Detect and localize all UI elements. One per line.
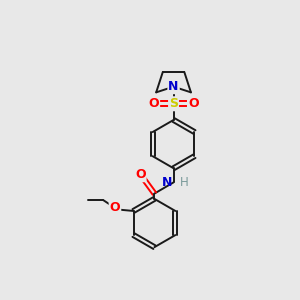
Text: O: O: [110, 201, 120, 214]
Text: O: O: [188, 97, 199, 110]
Text: N: N: [168, 80, 179, 93]
Text: S: S: [169, 97, 178, 110]
Text: H: H: [180, 176, 189, 189]
Text: N: N: [162, 176, 172, 189]
Text: O: O: [135, 168, 146, 181]
Text: O: O: [148, 97, 159, 110]
